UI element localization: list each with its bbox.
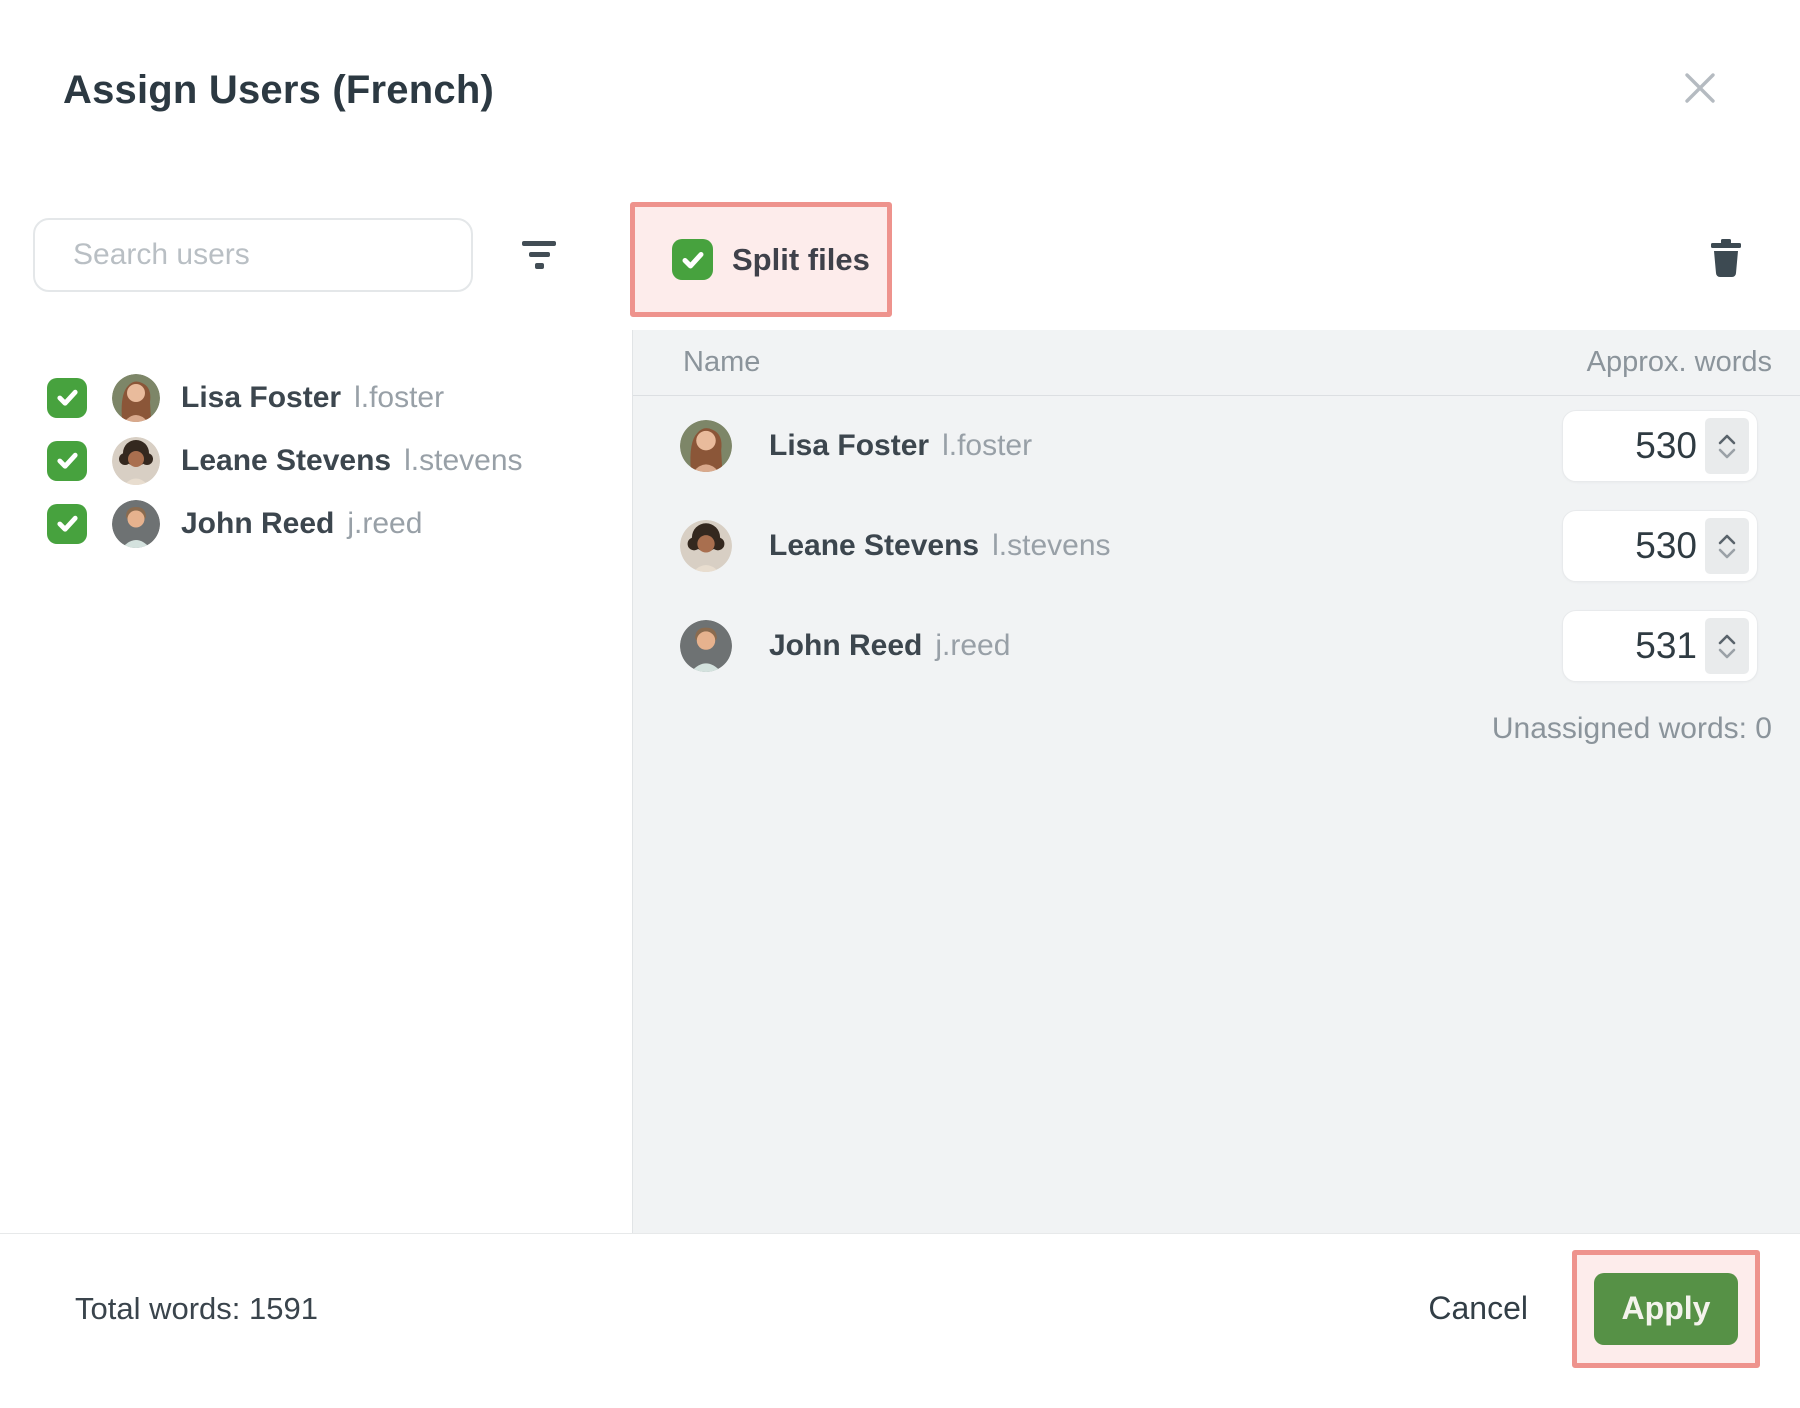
user-list-item[interactable]: Lisa Foster l.foster <box>0 366 632 429</box>
avatar <box>680 620 732 672</box>
delete-button[interactable] <box>1700 232 1752 284</box>
user-checkbox[interactable] <box>47 440 87 481</box>
filter-button[interactable] <box>516 227 562 283</box>
chevron-up-icon[interactable] <box>1718 534 1736 545</box>
name-column-header: Name <box>683 346 761 378</box>
split-files-highlight: Split files <box>630 202 892 317</box>
avatar <box>112 499 160 548</box>
avatar <box>112 373 160 422</box>
user-username: j.reed <box>935 629 1011 662</box>
table-header: Name Approx. words <box>633 330 1800 396</box>
close-button[interactable] <box>1678 66 1722 110</box>
avatar <box>680 420 732 472</box>
avatar <box>112 436 160 485</box>
user-username: l.foster <box>354 380 445 414</box>
filter-icon <box>522 241 556 269</box>
apply-button[interactable]: Apply <box>1594 1272 1738 1345</box>
chevron-up-icon[interactable] <box>1718 634 1736 645</box>
user-name: Leane Stevens <box>769 529 980 562</box>
dialog-title: Assign Users (French) <box>63 68 494 112</box>
toolbar: Split files <box>0 183 1800 330</box>
search-box <box>33 218 473 292</box>
words-column-header: Approx. words <box>1586 346 1772 378</box>
user-name: John Reed <box>769 629 923 662</box>
user-name: John Reed <box>181 506 335 540</box>
user-checkbox[interactable] <box>47 377 87 418</box>
words-input[interactable] <box>1601 625 1705 667</box>
table-row: Lisa Foster l.foster <box>633 396 1800 496</box>
words-input-box <box>1562 510 1758 582</box>
table-row: Leane Stevens l.stevens <box>633 496 1800 596</box>
chevron-down-icon[interactable] <box>1718 448 1736 459</box>
apply-button-highlight: Apply <box>1572 1249 1760 1368</box>
words-input[interactable] <box>1601 425 1705 467</box>
split-files-checkbox[interactable] <box>672 239 713 280</box>
chevron-up-icon[interactable] <box>1718 434 1736 445</box>
assignment-panel: Name Approx. words Lisa Foster l.foster <box>632 330 1800 1233</box>
words-input-box <box>1562 610 1758 682</box>
number-stepper[interactable] <box>1705 618 1749 674</box>
user-username: l.stevens <box>404 443 523 477</box>
dialog-header: Assign Users (French) <box>0 0 1800 184</box>
split-files-label: Split files <box>732 241 870 277</box>
avatar <box>680 520 732 572</box>
dialog-footer: Total words: 1591 Cancel Apply <box>0 1233 1800 1408</box>
words-input[interactable] <box>1601 525 1705 567</box>
user-username: j.reed <box>347 506 423 540</box>
checkmark-icon <box>56 389 78 406</box>
number-stepper[interactable] <box>1705 418 1749 474</box>
table-row: John Reed j.reed <box>633 596 1800 696</box>
number-stepper[interactable] <box>1705 518 1749 574</box>
trash-icon <box>1711 239 1741 277</box>
user-username: l.foster <box>942 429 1033 462</box>
checkmark-icon <box>682 251 703 268</box>
chevron-down-icon[interactable] <box>1718 648 1736 659</box>
user-name: Lisa Foster <box>769 429 930 462</box>
search-input[interactable] <box>71 237 451 273</box>
user-list-item[interactable]: John Reed j.reed <box>0 492 632 555</box>
user-list-item[interactable]: Leane Stevens l.stevens <box>0 429 632 492</box>
user-list-panel: Lisa Foster l.foster Leane Stevens l.ste… <box>0 330 632 1233</box>
unassigned-words-text: Unassigned words: 0 <box>1491 712 1772 745</box>
words-input-box <box>1562 410 1758 482</box>
checkmark-icon <box>56 452 78 469</box>
checkmark-icon <box>56 515 78 532</box>
cancel-button[interactable]: Cancel <box>1428 1290 1528 1326</box>
user-username: l.stevens <box>992 529 1111 562</box>
close-icon <box>1685 73 1715 103</box>
total-words-text: Total words: 1591 <box>75 1290 318 1326</box>
user-name: Leane Stevens <box>181 443 392 477</box>
user-checkbox[interactable] <box>47 503 87 544</box>
user-name: Lisa Foster <box>181 380 342 414</box>
chevron-down-icon[interactable] <box>1718 548 1736 559</box>
